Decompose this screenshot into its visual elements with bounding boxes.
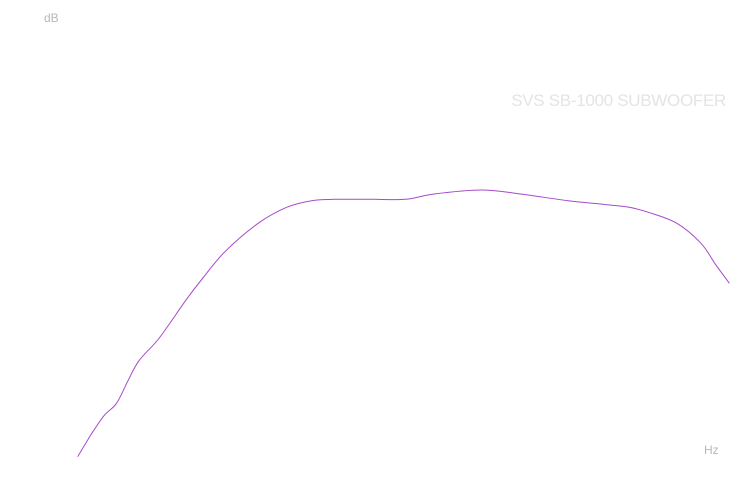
series-layer (77, 189, 730, 457)
y-axis-label: dB (44, 11, 59, 25)
response-curve-line (77, 189, 730, 457)
x-axis-label: Hz (704, 443, 719, 457)
chart-title: SVS SB-1000 SUBWOOFER (511, 91, 726, 110)
